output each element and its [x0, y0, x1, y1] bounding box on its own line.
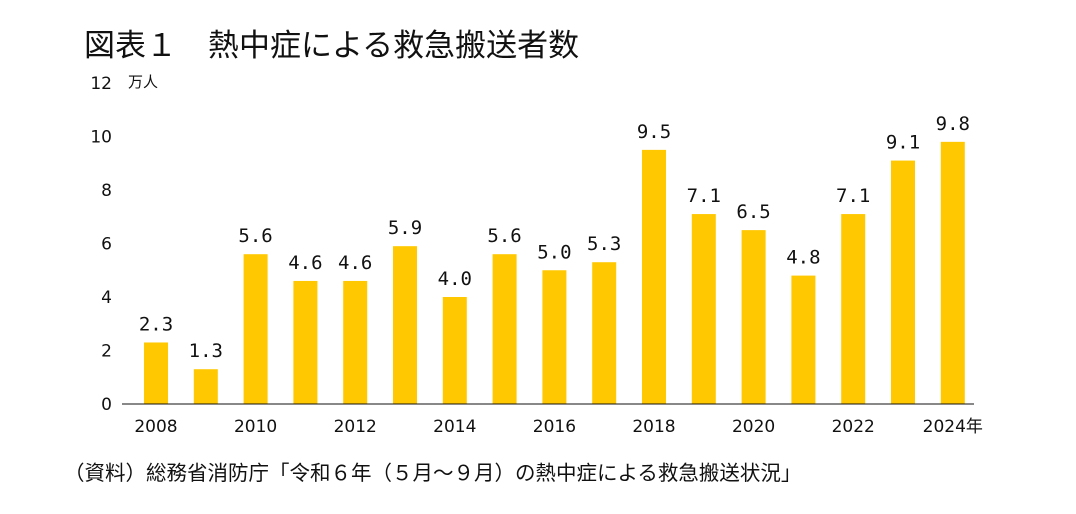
y-tick-label: 4: [101, 288, 112, 308]
data-label: 5.6: [487, 225, 521, 247]
bar-2014: [442, 297, 467, 404]
bar-2012: [343, 280, 368, 404]
y-tick-label: 6: [101, 235, 112, 255]
data-label: 4.0: [438, 268, 472, 290]
x-tick-label: 2008: [134, 417, 177, 437]
data-label: 7.1: [687, 185, 721, 207]
x-tick-label: 2014: [433, 417, 476, 437]
x-axis-ticks: 2008 2010 2012 2014 2016 2018 2020 2022 2024年: [134, 417, 983, 437]
data-label: 1.3: [189, 340, 223, 362]
bar-2011: [293, 280, 318, 404]
bar-2018: [642, 149, 666, 404]
data-label: 5.9: [388, 217, 422, 239]
data-label: 2.3: [139, 313, 173, 335]
x-tick-label: 2012: [334, 417, 377, 437]
x-tick-label: 2020: [732, 417, 775, 437]
data-label: 4.8: [786, 247, 820, 269]
data-label: 7.1: [836, 185, 870, 207]
x-tick-label: 2018: [632, 417, 675, 437]
bar-2008: [144, 342, 168, 404]
bar-2023: [891, 160, 915, 404]
data-label: 4.6: [288, 252, 322, 274]
bar-2013: [393, 246, 417, 404]
bar-2021: [791, 275, 816, 404]
bar-2009: [193, 369, 218, 404]
bar-2016: [542, 270, 567, 404]
chart-title: 図表１ 熱中症による救急搬送者数: [84, 28, 580, 64]
y-tick-label: 0: [101, 395, 112, 415]
data-label: 5.0: [537, 241, 571, 263]
bar-2015: [492, 254, 517, 404]
bar-series: 2.3 1.3 5.6 4.6 4.6 5.9 4.0 5.6 5.0 5.3 9.5 7.1 6.5 4…: [139, 113, 970, 404]
y-axis-unit-label: 万人: [128, 73, 158, 91]
bar-2022: [841, 214, 866, 404]
source-note: （資料）総務省消防庁「令和６年（５月～９月）の熱中症による救急搬送状況」: [64, 461, 802, 485]
data-label: 4.6: [338, 252, 372, 274]
x-tick-label: 2024年: [923, 417, 983, 437]
bar-2019: [691, 214, 716, 404]
y-tick-label: 2: [101, 342, 112, 362]
x-tick-label: 2022: [832, 417, 875, 437]
bar-2024: [940, 141, 965, 404]
x-tick-label: 2010: [234, 417, 277, 437]
y-tick-label: 8: [101, 181, 112, 201]
bar-2017: [592, 262, 617, 404]
data-label: 6.5: [736, 201, 770, 223]
data-label: 9.1: [886, 132, 920, 154]
bar-2020: [741, 230, 766, 404]
y-axis-ticks: 0 2 4 6 8 10 12: [90, 74, 112, 415]
y-tick-label: 10: [90, 128, 112, 148]
data-label: 9.5: [637, 121, 671, 143]
bar-2010: [243, 254, 268, 404]
data-label: 9.8: [936, 113, 970, 135]
y-tick-label: 12: [90, 74, 112, 94]
data-label: 5.3: [587, 233, 621, 255]
data-label: 5.6: [238, 225, 272, 247]
x-tick-label: 2016: [533, 417, 576, 437]
